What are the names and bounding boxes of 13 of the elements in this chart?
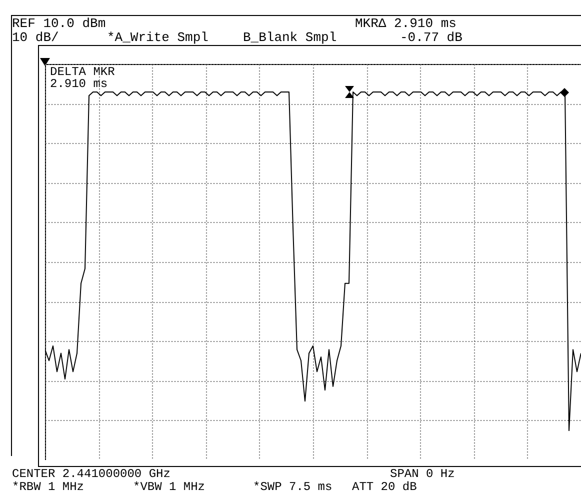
text: DELTA MKR — [50, 65, 115, 79]
text: *VBW 1 MHz — [133, 480, 206, 493]
text: ATT 20 dB — [352, 480, 417, 493]
text: *RBW 1 MHz — [12, 480, 84, 493]
text: -0.77 dB — [400, 30, 462, 45]
text: 10 dB/ — [12, 30, 59, 45]
text: SPAN 0 Hz — [390, 467, 455, 481]
text: B_Blank Smpl — [243, 30, 337, 45]
text: CENTER 2.441000000 GHz — [12, 467, 170, 481]
text: REF 10.0 dBm — [12, 16, 106, 31]
text: MKRΔ 2.910 ms — [355, 16, 456, 31]
text: *SWP 7.5 ms — [253, 480, 332, 493]
text: *A_Write Smpl — [107, 30, 208, 45]
